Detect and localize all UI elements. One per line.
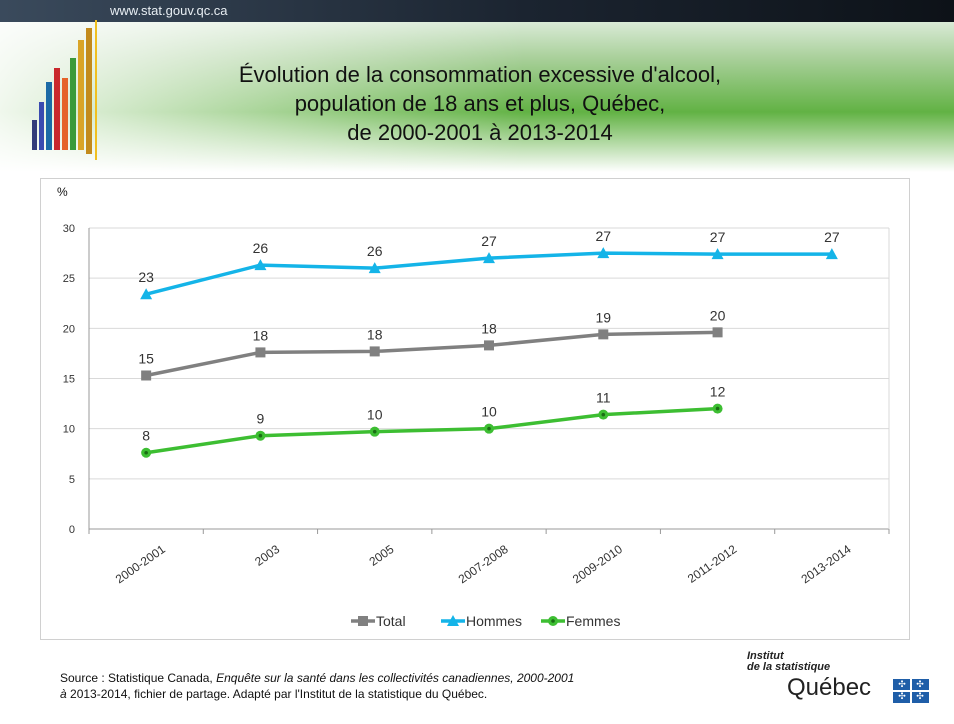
legend-label-femmes: Femmes (566, 613, 620, 629)
logo-line1: Institut (747, 650, 784, 662)
x-tick-label: 2003 (252, 542, 282, 569)
data-point-hommes (140, 288, 153, 300)
data-point-total (598, 329, 609, 340)
data-label-hommes: 27 (595, 228, 611, 244)
data-point-total (712, 327, 723, 338)
data-label-hommes: 26 (253, 240, 269, 256)
source-line2: 2013-2014, fichier de partage. Adapté pa… (66, 687, 488, 701)
y-tick-label: 15 (63, 374, 75, 386)
data-point-hommes (254, 259, 267, 271)
data-point-femmes-center (601, 412, 606, 417)
header-highlight (0, 22, 954, 172)
x-tick-label: 2011-2012 (685, 542, 740, 586)
y-tick-label: 30 (63, 223, 75, 235)
data-point-femmes-center (258, 433, 263, 438)
data-point-hommes (483, 252, 495, 264)
data-label-femmes: 10 (481, 404, 497, 420)
x-tick-label: 2013-2014 (799, 542, 854, 587)
y-axis-label: % (57, 185, 68, 199)
data-point-hommes (825, 248, 838, 260)
isq-logo: Institut de la statistique Québec ✣ ✣ ✣ … (745, 650, 935, 710)
data-label-hommes: 26 (367, 243, 383, 259)
x-tick-label: 2009-2010 (570, 542, 625, 587)
logo-line2: de la statistique (747, 661, 831, 673)
data-label-hommes: 27 (824, 229, 840, 245)
data-label-total: 18 (367, 326, 383, 342)
url-text: www.stat.gouv.qc.ca (110, 3, 228, 18)
y-tick-label: 10 (63, 424, 75, 436)
series-line-femmes (145, 406, 718, 455)
y-tick-label: 0 (69, 524, 75, 536)
legend-marker-total (358, 616, 368, 626)
x-tick-label: 2000-2001 (113, 542, 168, 587)
x-tick-label: 2005 (367, 542, 397, 569)
source-survey-title: Enquête sur la santé dans les collectivi… (216, 671, 575, 685)
source-line2-italic: à (60, 687, 67, 701)
data-point-total (255, 347, 266, 358)
data-point-total (141, 370, 152, 381)
data-point-total (369, 346, 380, 357)
data-label-hommes: 27 (481, 233, 497, 249)
data-label-total: 15 (138, 350, 154, 366)
data-point-femmes-center (372, 429, 377, 434)
data-label-hommes: 23 (138, 269, 154, 285)
legend-label-total: Total (376, 613, 406, 629)
data-label-femmes: 8 (142, 428, 150, 444)
data-point-femmes-center (144, 450, 148, 455)
data-label-total: 18 (481, 320, 497, 336)
data-label-femmes: 10 (367, 407, 383, 423)
data-point-total (484, 340, 494, 351)
data-label-femmes: 12 (710, 384, 726, 400)
source-prefix: Source : Statistique Canada, (60, 671, 217, 685)
logo-line3: Québec (787, 674, 872, 701)
y-tick-label: 25 (63, 273, 75, 285)
slide-title: Évolution de la consommation excessive d… (238, 62, 722, 145)
y-tick-label: 5 (69, 474, 75, 486)
y-tick-label: 20 (63, 323, 75, 335)
data-label-femmes: 9 (257, 411, 265, 427)
top-bar: www.stat.gouv.qc.ca (0, 0, 954, 22)
series-line-total (145, 330, 718, 378)
data-point-hommes (368, 262, 381, 274)
legend-marker-femmes-center (551, 619, 555, 623)
legend-label-hommes: Hommes (466, 613, 522, 629)
data-point-hommes (597, 247, 610, 259)
data-label-hommes: 27 (710, 229, 726, 245)
line-chart: 0 5 10 15 20 25 30% 2000-2001 2003 2005 2007-2008 2… (57, 185, 890, 629)
data-label-total: 20 (710, 307, 726, 323)
data-point-femmes-center (715, 406, 720, 411)
chart-frame: 0 5 10 15 20 25 30% 2000-2001 2003 2005 2007-2008 2… (40, 178, 910, 640)
data-point-hommes (711, 248, 724, 260)
x-tick-label: 2007-2008 (456, 542, 511, 587)
data-point-femmes-center (487, 426, 491, 431)
data-label-total: 18 (253, 327, 269, 343)
data-label-total: 19 (595, 309, 611, 325)
legend-marker-hommes (447, 615, 459, 626)
quebec-flag-icon: ✣ ✣ ✣ ✣ (893, 679, 929, 703)
data-label-femmes: 11 (596, 390, 611, 406)
bar-logo-icon (32, 20, 97, 160)
source-note: Source : Statistique Canada, Enquête sur… (60, 670, 740, 702)
